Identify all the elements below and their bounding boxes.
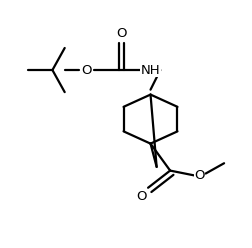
Text: O: O — [194, 169, 205, 182]
Text: O: O — [137, 190, 147, 203]
Text: NH: NH — [141, 63, 160, 77]
Text: O: O — [116, 27, 127, 40]
Text: O: O — [81, 63, 92, 77]
